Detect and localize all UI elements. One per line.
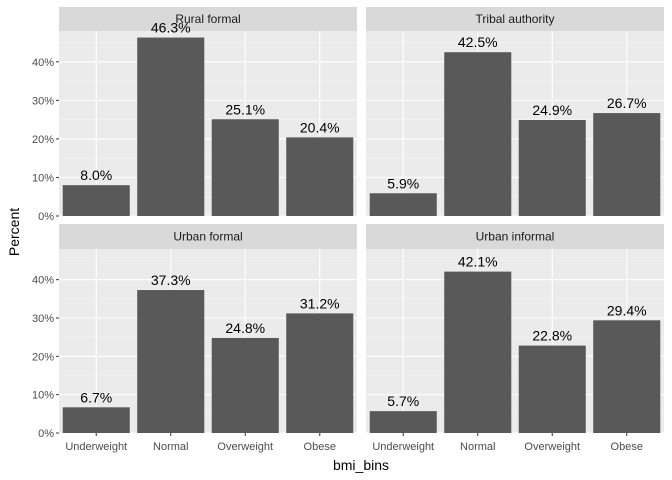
data-label: 5.7% (387, 393, 419, 409)
data-label: 42.5% (458, 34, 498, 50)
x-tick-label: Normal (460, 441, 495, 453)
bar (62, 185, 130, 216)
data-label: 5.9% (387, 175, 419, 191)
bar (369, 411, 437, 433)
bar (518, 120, 586, 216)
y-tick-label: 0% (38, 211, 54, 223)
y-axis-title: Percent (6, 208, 22, 256)
x-tick-label: Obese (611, 441, 643, 453)
data-label: 42.1% (458, 254, 498, 270)
facet-strip (59, 224, 357, 249)
y-tick-label: 40% (32, 57, 54, 69)
y-tick-label: 10% (32, 172, 54, 184)
data-label: 20.4% (300, 119, 340, 135)
data-label: 26.7% (607, 95, 647, 111)
y-tick-label: 30% (32, 313, 54, 325)
bar (369, 193, 437, 216)
bar (62, 407, 130, 433)
data-label: 8.0% (80, 167, 112, 183)
x-tick-label: Overweight (217, 441, 273, 453)
bar (593, 320, 661, 433)
x-tick-label: Underweight (65, 441, 127, 453)
y-tick-label: 40% (32, 275, 54, 287)
bar (211, 119, 279, 216)
facet-strip (366, 7, 664, 31)
data-label: 22.8% (532, 328, 572, 344)
bar (286, 313, 354, 433)
x-tick-label: Underweight (372, 441, 434, 453)
facet-strip (366, 224, 664, 249)
bar (444, 52, 512, 216)
bar (518, 345, 586, 433)
data-label: 46.3% (151, 20, 191, 36)
y-tick-label: 20% (32, 351, 54, 363)
x-tick-label: Normal (153, 441, 188, 453)
bar (137, 290, 205, 433)
y-tick-label: 20% (32, 134, 54, 146)
data-label: 31.2% (300, 295, 340, 311)
y-tick-label: 0% (38, 428, 54, 440)
bar (286, 137, 354, 216)
data-label: 6.7% (80, 389, 112, 405)
y-tick-label: 30% (32, 95, 54, 107)
facet-title: Tribal authority (476, 12, 555, 26)
bar (444, 271, 512, 433)
facet-strip (59, 7, 357, 31)
bar (593, 113, 661, 216)
data-label: 25.1% (225, 101, 265, 117)
data-label: 24.8% (225, 320, 265, 336)
data-label: 24.9% (532, 102, 572, 118)
bar (137, 37, 205, 217)
x-tick-label: Overweight (524, 441, 580, 453)
data-label: 29.4% (607, 302, 647, 318)
bar (211, 337, 279, 433)
y-tick-label: 10% (32, 390, 54, 402)
facet-title: Urban formal (173, 230, 242, 244)
x-tick-label: Obese (304, 441, 336, 453)
data-label: 37.3% (151, 272, 191, 288)
facet-title: Urban informal (476, 230, 555, 244)
x-axis-title: bmi_bins (333, 457, 389, 473)
facet-title: Rural formal (175, 12, 240, 26)
